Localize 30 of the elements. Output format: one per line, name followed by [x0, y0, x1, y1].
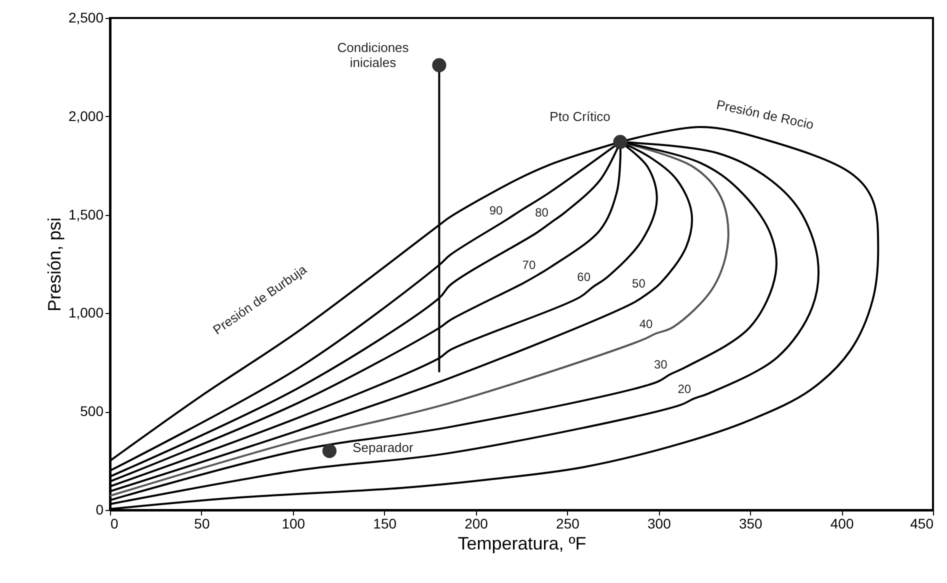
annotation: Presión de Rocio [715, 96, 816, 132]
annotation: Pto Crítico [550, 109, 610, 124]
y-tick-label: 1,000 [68, 304, 104, 321]
y-axis-title: Presión, psi [44, 217, 64, 312]
x-tick-label: 100 [282, 516, 306, 532]
x-tick-label: 400 [830, 516, 854, 532]
x-tick-label: 300 [647, 516, 672, 532]
y-tick-label: 0 [96, 502, 104, 518]
x-tick-label: 50 [194, 516, 210, 532]
annotation: 70 [522, 258, 536, 272]
x-tick-label: 250 [556, 516, 580, 532]
x-axis-title: Temperatura, ºF [458, 534, 586, 554]
annotation: Condiciones iniciales [337, 40, 410, 70]
annotation: 50 [632, 276, 646, 291]
y-tick-label: 2,500 [68, 10, 104, 26]
y-tick-label: 1,500 [68, 206, 104, 222]
annotation: 90 [489, 204, 504, 218]
x-tick-label: 350 [738, 516, 763, 532]
annotation: Separador [352, 440, 414, 455]
x-tick-label: 0 [110, 516, 118, 532]
annotation: 20 [678, 382, 692, 396]
y-tick-label: 500 [80, 403, 104, 420]
x-tick-label: 150 [373, 516, 397, 532]
x-tick-label: 450 [910, 516, 934, 532]
annotation: 40 [639, 316, 654, 331]
annotation: 30 [654, 358, 668, 372]
annotation: 60 [577, 270, 591, 284]
y-tick-label: 2,000 [68, 108, 104, 124]
annotation: 80 [535, 206, 549, 220]
x-tick-label: 200 [464, 516, 488, 532]
